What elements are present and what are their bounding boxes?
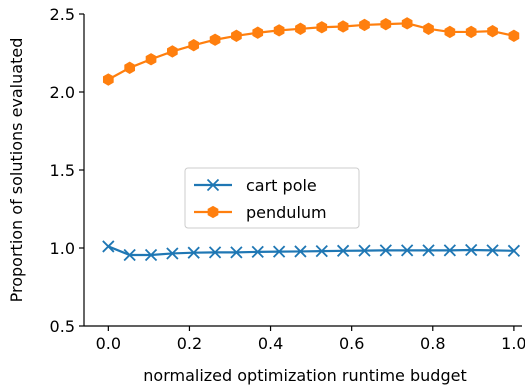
y-tick-label-1: 1.0	[50, 239, 75, 258]
data-point-cart-pole-0	[102, 240, 115, 253]
data-point-pendulum-8	[273, 24, 285, 37]
data-point-cart-pole-15	[422, 244, 435, 257]
data-point-cart-pole-15-stroke-b	[422, 244, 435, 257]
data-point-cart-pole-6	[230, 246, 243, 259]
data-point-cart-pole-5	[208, 246, 222, 259]
data-point-pendulum-18	[487, 24, 498, 38]
legend-marker-shape-cart-pole	[206, 178, 220, 192]
data-point-cart-pole-13-stroke-b	[379, 244, 392, 257]
data-point-cart-pole-9	[294, 245, 307, 258]
data-point-cart-pole-3	[166, 247, 179, 260]
data-point-pendulum-11	[337, 20, 349, 33]
data-point-cart-pole-16-stroke-b	[443, 244, 456, 257]
y-axis: 0.5 1.0 1.5 2.0 2.5	[50, 5, 85, 336]
data-point-cart-pole-2-stroke-b	[144, 248, 158, 262]
data-point-cart-pole-4	[187, 246, 200, 259]
data-point-cart-pole-8-stroke-b	[272, 245, 286, 258]
data-point-pendulum-15	[423, 22, 434, 35]
y-tick-label-0: 0.5	[50, 317, 75, 336]
data-point-cart-pole-5-stroke-b	[208, 246, 222, 259]
x-tick-label-3: 0.6	[339, 334, 364, 353]
data-point-cart-pole-0-stroke-b	[102, 240, 115, 253]
data-point-pendulum-9	[295, 22, 306, 35]
data-point-cart-pole-1-stroke-b	[123, 248, 136, 262]
data-point-pendulum-6	[231, 29, 242, 43]
y-axis-title: Proportion of solutions evaluated	[7, 38, 26, 303]
legend-item-cart-pole: cart pole	[194, 176, 317, 195]
x-tick-label-1: 0.2	[177, 334, 202, 353]
x-axis-title: normalized optimization runtime budget	[143, 366, 466, 385]
legend-label-pendulum: pendulum	[246, 203, 327, 222]
data-point-pendulum-16	[444, 25, 456, 39]
data-point-cart-pole-19	[507, 244, 521, 257]
x-tick-label-4: 0.8	[420, 334, 445, 353]
legend-label-cart-pole: cart pole	[246, 176, 317, 195]
data-point-pendulum-10	[316, 21, 328, 34]
series-pendulum	[102, 17, 520, 86]
data-point-cart-pole-1	[123, 248, 136, 262]
data-point-pendulum-13	[380, 17, 392, 31]
data-point-cart-pole-8	[272, 245, 286, 258]
x-tick-label-0: 0.0	[96, 334, 121, 353]
data-point-pendulum-7	[252, 26, 264, 39]
data-point-cart-pole-11	[336, 244, 350, 257]
data-point-cart-pole-7-stroke-b	[251, 245, 264, 259]
y-tick-label-4: 2.5	[50, 5, 75, 24]
data-point-cart-pole-2	[144, 248, 158, 262]
data-point-pendulum-0	[102, 73, 114, 86]
legend-marker-cart-pole	[206, 178, 220, 192]
legend-marker-shape-cart-pole-stroke-b	[206, 178, 220, 192]
data-point-cart-pole-4-stroke-b	[187, 246, 200, 259]
data-point-cart-pole-12	[358, 244, 371, 257]
data-point-cart-pole-14-stroke-b	[401, 244, 414, 257]
data-point-cart-pole-13	[379, 244, 392, 257]
x-tick-label-5: 1.0	[501, 334, 525, 353]
legend-marker-shape-pendulum	[207, 205, 219, 219]
legend-marker-pendulum	[207, 205, 219, 219]
data-point-cart-pole-17-stroke-b	[465, 243, 478, 257]
data-point-pendulum-19	[508, 29, 520, 43]
data-point-cart-pole-19-stroke-b	[507, 244, 521, 257]
data-point-cart-pole-16	[443, 244, 456, 257]
data-point-cart-pole-18	[486, 244, 499, 257]
data-point-pendulum-5	[209, 33, 221, 46]
y-tick-label-2: 1.5	[50, 161, 75, 180]
data-point-cart-pole-11-stroke-b	[336, 244, 350, 257]
series-line-cart-pole	[107, 245, 515, 257]
data-point-cart-pole-7	[251, 245, 264, 259]
data-point-cart-pole-3-stroke-b	[166, 247, 179, 260]
data-point-pendulum-14	[401, 17, 413, 30]
data-point-pendulum-12	[359, 18, 370, 32]
x-tick-label-2: 0.4	[258, 334, 283, 353]
data-point-cart-pole-18-stroke-b	[486, 244, 499, 257]
data-point-cart-pole-14	[401, 244, 414, 257]
data-point-pendulum-17	[465, 25, 477, 39]
data-point-cart-pole-12-stroke-b	[358, 244, 371, 257]
data-point-cart-pole-6-stroke-b	[230, 246, 243, 259]
data-point-cart-pole-10	[315, 244, 328, 258]
data-point-pendulum-2	[145, 53, 157, 66]
data-point-cart-pole-17	[465, 243, 478, 257]
data-point-pendulum-4	[188, 39, 200, 52]
plot-area	[102, 17, 521, 262]
legend: cart pole pendulum	[184, 167, 360, 229]
data-point-pendulum-3	[167, 45, 178, 58]
data-point-cart-pole-9-stroke-b	[294, 245, 307, 258]
x-axis: 0.0 0.2 0.4 0.6 0.8 1.0	[84, 325, 525, 353]
y-tick-label-3: 2.0	[50, 83, 75, 102]
data-point-pendulum-1	[124, 61, 136, 74]
series-cart-pole	[102, 240, 521, 262]
data-point-cart-pole-10-stroke-b	[315, 244, 328, 258]
legend-item-pendulum: pendulum	[194, 203, 327, 222]
